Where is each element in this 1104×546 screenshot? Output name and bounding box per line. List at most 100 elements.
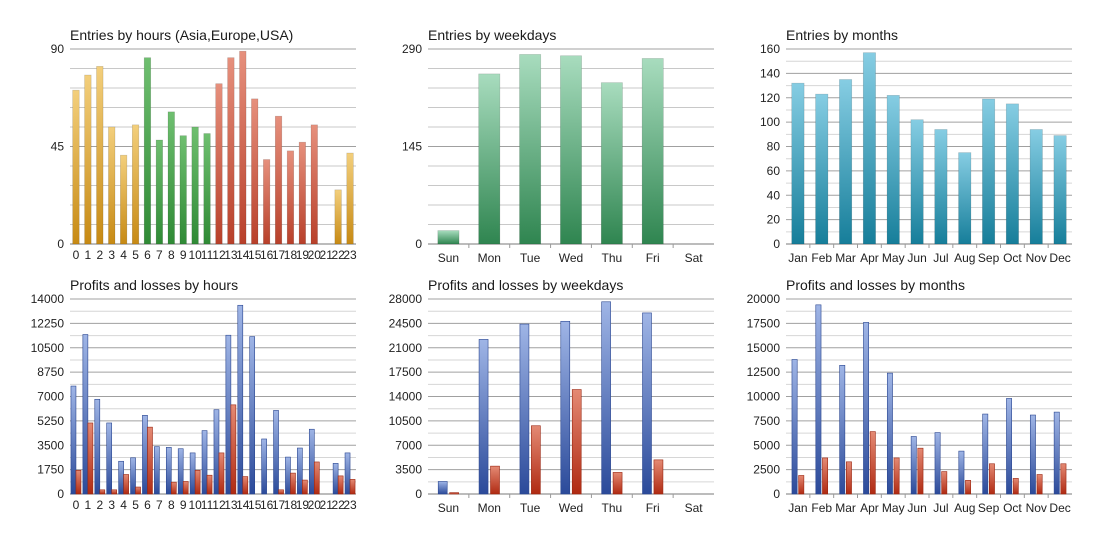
bar	[1005, 103, 1019, 245]
x-tick-label: 22	[331, 498, 345, 512]
profit-bar	[154, 446, 160, 495]
loss-bar	[135, 486, 141, 495]
profit-bar	[910, 436, 917, 495]
x-tick-label: 9	[180, 498, 187, 512]
loss-bar	[242, 476, 249, 495]
chart-svg: 0 2500 5000 7500 10000 12500 15000 17500 20000 Ja…	[747, 292, 1072, 515]
x-tick-label: 17	[272, 248, 286, 262]
x-tick-label: 23	[343, 498, 357, 512]
x-tick-label: 14	[236, 498, 250, 512]
y-tick-label: 5250	[37, 414, 64, 428]
profit-bar	[886, 372, 893, 495]
bar	[600, 82, 623, 245]
profit-bar	[791, 359, 798, 495]
x-tick-label: Jul	[933, 251, 948, 265]
x-tick-label: Mar	[835, 501, 856, 515]
bar	[982, 98, 996, 245]
profit-bar	[261, 438, 267, 495]
x-tick-label: 16	[260, 248, 274, 262]
bar	[910, 119, 924, 245]
x-tick-label: 12	[212, 498, 226, 512]
x-tick-label: Tue	[520, 501, 541, 515]
profit-bar	[478, 339, 489, 495]
loss-bar	[123, 474, 129, 495]
y-tick-label: 17500	[747, 316, 781, 330]
profit-bar	[934, 432, 941, 495]
bar	[519, 54, 542, 245]
bar	[437, 230, 460, 245]
chart-profits-losses-by-months: Profits and losses by months 0 2500 5000 75…	[716, 250, 1084, 523]
x-tick-label: 1	[85, 498, 92, 512]
chart-entries-by-hours: Entries by hours (Asia,Europe,USA) 0 45 90…	[0, 0, 368, 273]
loss-bar	[218, 452, 225, 495]
x-tick-label: Fri	[646, 501, 660, 515]
x-tick-label: Sun	[438, 251, 459, 265]
x-tick-label: 22	[331, 248, 345, 262]
chart-profits-losses-by-hours: Profits and losses by hours 0 1750 3500 525…	[0, 250, 368, 523]
y-tick-label: 20000	[747, 292, 781, 306]
x-tick-label: 9	[180, 248, 187, 262]
profit-bar	[70, 385, 77, 495]
x-tick-label: 16	[260, 498, 274, 512]
loss-bar	[349, 479, 356, 495]
x-tick-label: 17	[272, 498, 286, 512]
x-tick-label: 8	[168, 498, 175, 512]
profit-bar	[344, 452, 351, 495]
bar	[346, 152, 354, 245]
profit-bar	[863, 322, 870, 495]
y-tick-label: 21000	[389, 341, 423, 355]
x-tick-label: Sat	[685, 251, 704, 265]
x-tick-label: 8	[168, 248, 175, 262]
bar	[560, 55, 582, 245]
bar	[310, 124, 318, 245]
x-tick-label: 19	[296, 498, 310, 512]
y-tick-label: 20	[767, 213, 781, 227]
x-tick-label: Feb	[811, 501, 832, 515]
loss-bar	[313, 461, 320, 495]
bar	[886, 95, 900, 245]
x-tick-label: 7	[156, 498, 163, 512]
bar	[862, 52, 876, 245]
x-tick-label: 21	[320, 498, 334, 512]
y-tick-label: 160	[760, 42, 780, 56]
x-tick-label: Feb	[811, 251, 832, 265]
bar	[641, 58, 664, 245]
y-tick-label: 14000	[389, 390, 423, 404]
y-tick-label: 28000	[389, 292, 423, 306]
bar	[155, 139, 163, 245]
profit-bar	[1053, 411, 1060, 495]
loss-bar	[278, 489, 284, 495]
x-tick-label: Nov	[1026, 501, 1047, 515]
profit-bar	[273, 410, 279, 495]
y-tick-label: 12500	[747, 365, 781, 379]
y-tick-label: 10000	[747, 390, 781, 404]
profit-bar	[177, 448, 184, 495]
loss-bar	[941, 471, 948, 495]
x-tick-label: 0	[73, 498, 80, 512]
profit-bar	[165, 447, 172, 495]
bar	[274, 115, 283, 245]
bar	[815, 93, 829, 245]
x-tick-label: Nov	[1026, 251, 1047, 265]
x-tick-label: Wed	[559, 251, 583, 265]
bar	[120, 154, 128, 245]
x-tick-label: Sat	[685, 501, 704, 515]
loss-bar	[111, 489, 118, 495]
x-tick-label: 15	[248, 248, 262, 262]
profit-bar	[118, 460, 124, 495]
bar	[263, 159, 271, 245]
y-tick-label: 145	[402, 140, 422, 154]
chart-svg: 0 20 40 60 80 100 120 140 160 Jan Feb Mar Apr May Jun J…	[760, 42, 1072, 265]
x-tick-label: 20	[308, 498, 322, 512]
y-tick-label: 8750	[37, 365, 64, 379]
x-tick-label: Jun	[907, 501, 926, 515]
x-tick-label: Dec	[1049, 501, 1070, 515]
x-tick-label: Sun	[438, 501, 459, 515]
profit-bar	[437, 481, 448, 495]
profit-bar	[519, 323, 530, 495]
y-tick-label: 60	[767, 164, 781, 178]
x-tick-label: 5	[132, 498, 139, 512]
chart-title: Entries by months	[786, 27, 899, 43]
x-tick-label: 3	[108, 498, 115, 512]
loss-bar	[531, 425, 541, 495]
